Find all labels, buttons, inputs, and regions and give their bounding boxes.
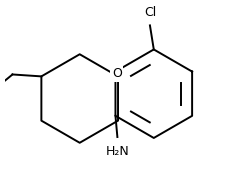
Text: Cl: Cl bbox=[144, 6, 156, 19]
Text: O: O bbox=[112, 68, 122, 80]
Text: H₂N: H₂N bbox=[106, 145, 129, 158]
